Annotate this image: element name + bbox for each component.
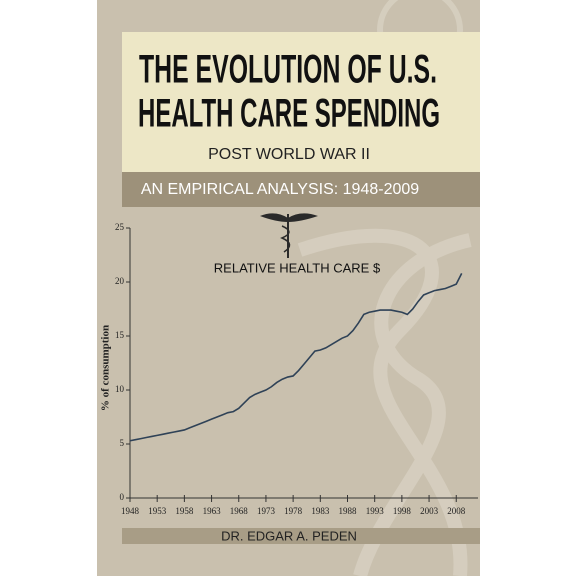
y-tick-label: 5 <box>120 438 125 448</box>
x-tick-label: 1953 <box>148 506 167 516</box>
y-tick-label: 15 <box>115 330 125 340</box>
x-tick-label: 1998 <box>393 506 412 516</box>
x-tick-label: 1948 <box>121 506 140 516</box>
title-line: THE EVOLUTION OF U.S. <box>139 48 437 92</box>
y-tick-label: 0 <box>120 492 125 502</box>
author: DR. EDGAR A. PEDEN <box>221 528 357 543</box>
caduceus-icon <box>260 213 318 258</box>
x-tick-label: 1993 <box>366 506 385 516</box>
y-axis-label: % of consumption <box>100 325 112 411</box>
y-tick-label: 10 <box>115 384 125 394</box>
chart-title: RELATIVE HEALTH CARE $ <box>214 260 381 275</box>
x-tick-label: 1963 <box>203 506 222 516</box>
x-tick-label: 1988 <box>339 506 358 516</box>
data-line <box>129 273 463 442</box>
x-tick-label: 1968 <box>230 506 249 516</box>
x-tick-label: 1983 <box>311 506 330 516</box>
x-tick-label: 2008 <box>447 506 466 516</box>
x-tick-label: 2003 <box>420 506 439 516</box>
y-tick-label: 20 <box>115 276 125 286</box>
analysis-text: AN EMPIRICAL ANALYSIS: 1948-2009 <box>141 181 419 198</box>
x-tick-label: 1978 <box>284 506 303 516</box>
title-box <box>122 32 480 172</box>
x-tick-label: 1958 <box>175 506 194 516</box>
y-tick-label: 25 <box>115 222 125 232</box>
subtitle: POST WORLD WAR II <box>208 146 370 163</box>
author-band <box>122 528 480 544</box>
title-line: HEALTH CARE SPENDING <box>138 92 440 136</box>
x-tick-label: 1973 <box>257 506 276 516</box>
analysis-band <box>122 172 480 207</box>
